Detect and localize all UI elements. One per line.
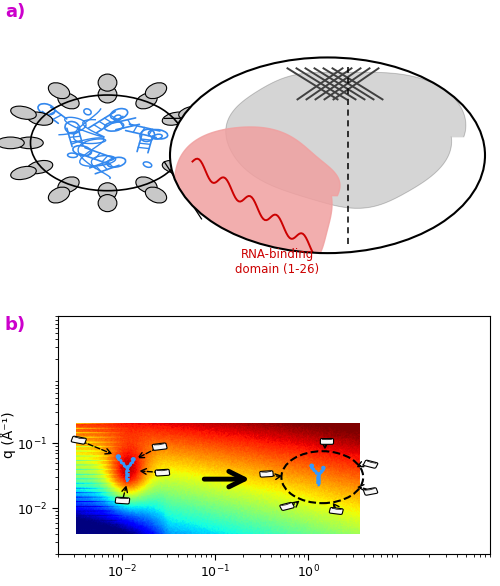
FancyBboxPatch shape xyxy=(260,471,274,477)
Polygon shape xyxy=(173,127,340,272)
Ellipse shape xyxy=(191,137,218,149)
Ellipse shape xyxy=(48,83,70,98)
Text: RNA-binding
domain (1-26): RNA-binding domain (1-26) xyxy=(236,248,320,277)
FancyBboxPatch shape xyxy=(320,438,334,444)
FancyBboxPatch shape xyxy=(280,502,294,510)
Ellipse shape xyxy=(162,161,188,173)
Ellipse shape xyxy=(98,195,117,212)
Ellipse shape xyxy=(10,106,36,120)
Ellipse shape xyxy=(146,83,167,98)
Ellipse shape xyxy=(98,86,117,103)
Ellipse shape xyxy=(0,137,24,149)
FancyBboxPatch shape xyxy=(364,460,378,468)
Ellipse shape xyxy=(27,112,52,125)
Circle shape xyxy=(30,95,184,190)
Ellipse shape xyxy=(136,177,157,193)
FancyBboxPatch shape xyxy=(116,497,130,504)
Ellipse shape xyxy=(146,187,167,203)
Text: a): a) xyxy=(5,3,25,21)
FancyBboxPatch shape xyxy=(152,443,167,450)
Ellipse shape xyxy=(10,166,36,179)
Circle shape xyxy=(170,57,485,253)
Y-axis label: q (Å⁻¹): q (Å⁻¹) xyxy=(0,412,16,458)
Ellipse shape xyxy=(178,106,204,120)
Ellipse shape xyxy=(98,74,117,91)
Ellipse shape xyxy=(172,137,199,149)
Ellipse shape xyxy=(16,137,44,149)
Ellipse shape xyxy=(162,112,188,125)
Ellipse shape xyxy=(58,93,79,109)
Ellipse shape xyxy=(178,166,204,179)
Ellipse shape xyxy=(98,183,117,200)
Ellipse shape xyxy=(58,177,79,193)
Polygon shape xyxy=(226,73,466,208)
Ellipse shape xyxy=(136,93,157,109)
Ellipse shape xyxy=(27,161,52,173)
FancyBboxPatch shape xyxy=(364,488,378,495)
FancyBboxPatch shape xyxy=(155,469,170,476)
FancyBboxPatch shape xyxy=(72,436,86,444)
Text: b): b) xyxy=(5,316,26,335)
FancyBboxPatch shape xyxy=(330,507,343,515)
Ellipse shape xyxy=(48,187,70,203)
